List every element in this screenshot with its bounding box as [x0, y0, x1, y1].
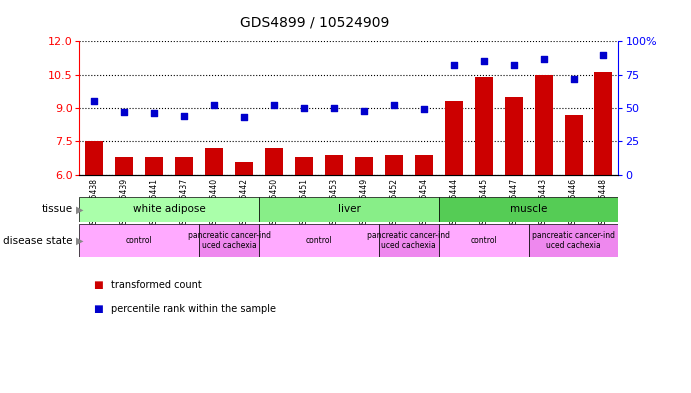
Text: percentile rank within the sample: percentile rank within the sample [111, 303, 276, 314]
Point [179, 113, 190, 119]
Bar [205, 148, 223, 175]
Point [478, 58, 489, 64]
Bar [79, 196, 259, 222]
Point [388, 102, 399, 108]
Text: disease state: disease state [3, 236, 73, 246]
Text: liver: liver [337, 204, 361, 214]
Bar [504, 97, 522, 175]
Text: pancreatic cancer-ind
uced cachexia: pancreatic cancer-ind uced cachexia [368, 231, 451, 250]
Bar [115, 157, 133, 175]
Point [149, 110, 160, 117]
Bar [79, 224, 199, 257]
Text: pancreatic cancer-ind
uced cachexia: pancreatic cancer-ind uced cachexia [532, 231, 615, 250]
Text: pancreatic cancer-ind
uced cachexia: pancreatic cancer-ind uced cachexia [188, 231, 271, 250]
Bar [535, 75, 553, 175]
Text: GDS4899 / 10524909: GDS4899 / 10524909 [240, 16, 389, 30]
Bar [199, 224, 259, 257]
Bar [259, 196, 439, 222]
Point [209, 102, 220, 108]
Point [508, 62, 519, 68]
Point [538, 55, 549, 62]
Point [359, 108, 370, 114]
Text: muscle: muscle [510, 204, 547, 214]
Text: transformed count: transformed count [111, 280, 201, 290]
Text: tissue: tissue [41, 204, 73, 214]
Point [119, 109, 130, 115]
Bar [235, 162, 253, 175]
Bar [145, 157, 163, 175]
Bar [379, 224, 439, 257]
Point [328, 105, 339, 111]
Point [448, 62, 460, 68]
Bar [475, 77, 493, 175]
Bar [259, 224, 379, 257]
Point [598, 51, 609, 58]
Point [568, 75, 579, 82]
Text: control: control [471, 236, 497, 245]
Bar [439, 224, 529, 257]
Bar [439, 196, 618, 222]
Point [418, 106, 429, 112]
Point [269, 102, 280, 108]
Bar [385, 155, 403, 175]
Text: ■: ■ [93, 280, 103, 290]
Text: ■: ■ [93, 303, 103, 314]
Text: ▶: ▶ [76, 204, 84, 214]
Bar [86, 141, 104, 175]
Point [238, 114, 249, 121]
Bar [445, 101, 463, 175]
Bar [565, 115, 583, 175]
Text: control: control [126, 236, 153, 245]
Bar [295, 157, 313, 175]
Text: white adipose: white adipose [133, 204, 206, 214]
Bar [529, 224, 618, 257]
Bar [594, 72, 612, 175]
Bar [415, 155, 433, 175]
Point [299, 105, 310, 111]
Bar [355, 157, 373, 175]
Bar [325, 155, 343, 175]
Bar [265, 148, 283, 175]
Text: control: control [305, 236, 332, 245]
Bar [176, 157, 193, 175]
Text: ▶: ▶ [76, 236, 84, 246]
Point [89, 98, 100, 105]
